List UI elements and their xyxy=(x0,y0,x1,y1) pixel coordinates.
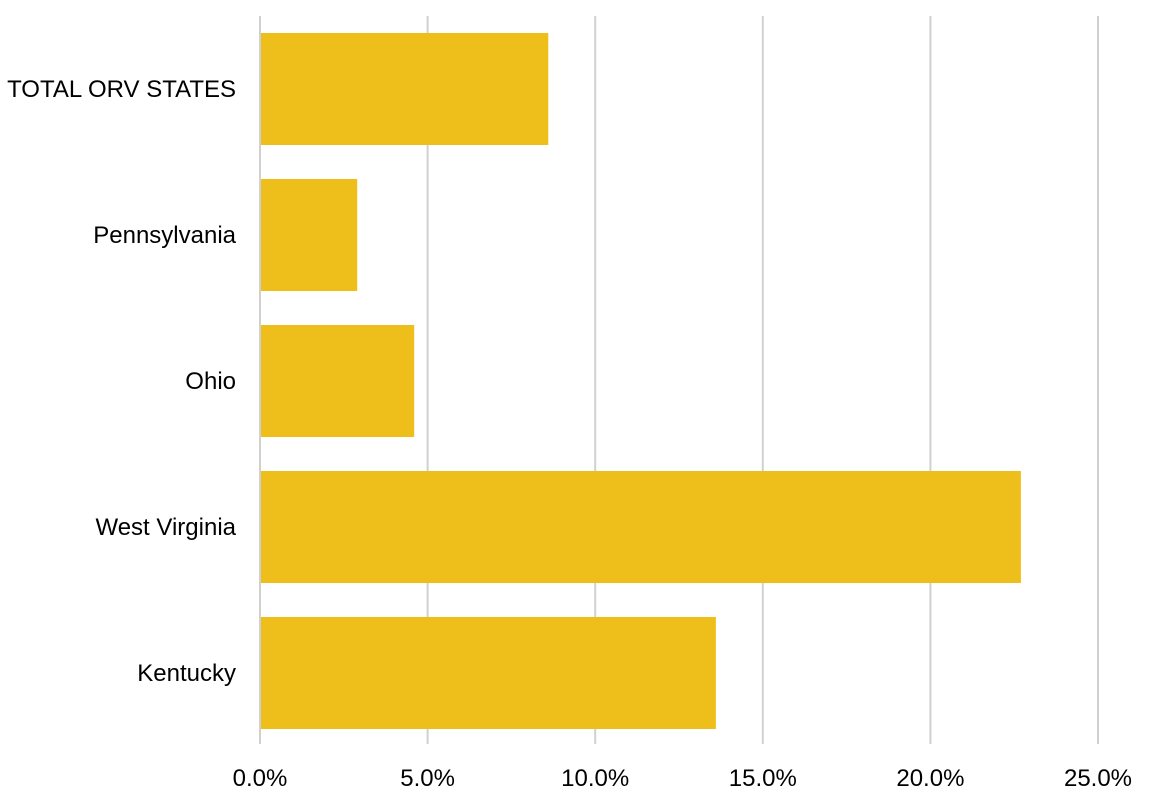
bar-1 xyxy=(260,179,358,291)
x-tick-label-1: 5.0% xyxy=(400,765,455,792)
category-label-0: TOTAL ORV STATES xyxy=(7,76,236,103)
x-tick-label-5: 25.0% xyxy=(1064,765,1132,792)
bar-3 xyxy=(260,471,1021,583)
x-tick-label-2: 10.0% xyxy=(561,765,629,792)
x-tick-label-4: 20.0% xyxy=(896,765,964,792)
x-tick-label-3: 15.0% xyxy=(729,765,797,792)
bars xyxy=(260,33,1021,729)
x-tick-label-0: 0.0% xyxy=(233,765,288,792)
bar-4 xyxy=(260,617,716,729)
category-label-4: Kentucky xyxy=(137,660,236,687)
x-tick-labels: 0.0% 5.0% 10.0% 15.0% 20.0% 25.0% xyxy=(233,765,1132,792)
category-label-1: Pennsylvania xyxy=(93,222,236,249)
category-labels: TOTAL ORV STATES Pennsylvania Ohio West Vir… xyxy=(7,76,237,687)
bar-2 xyxy=(260,325,415,437)
category-label-2: Ohio xyxy=(185,368,236,395)
category-label-3: West Virginia xyxy=(95,514,236,541)
bar-0 xyxy=(260,33,549,145)
